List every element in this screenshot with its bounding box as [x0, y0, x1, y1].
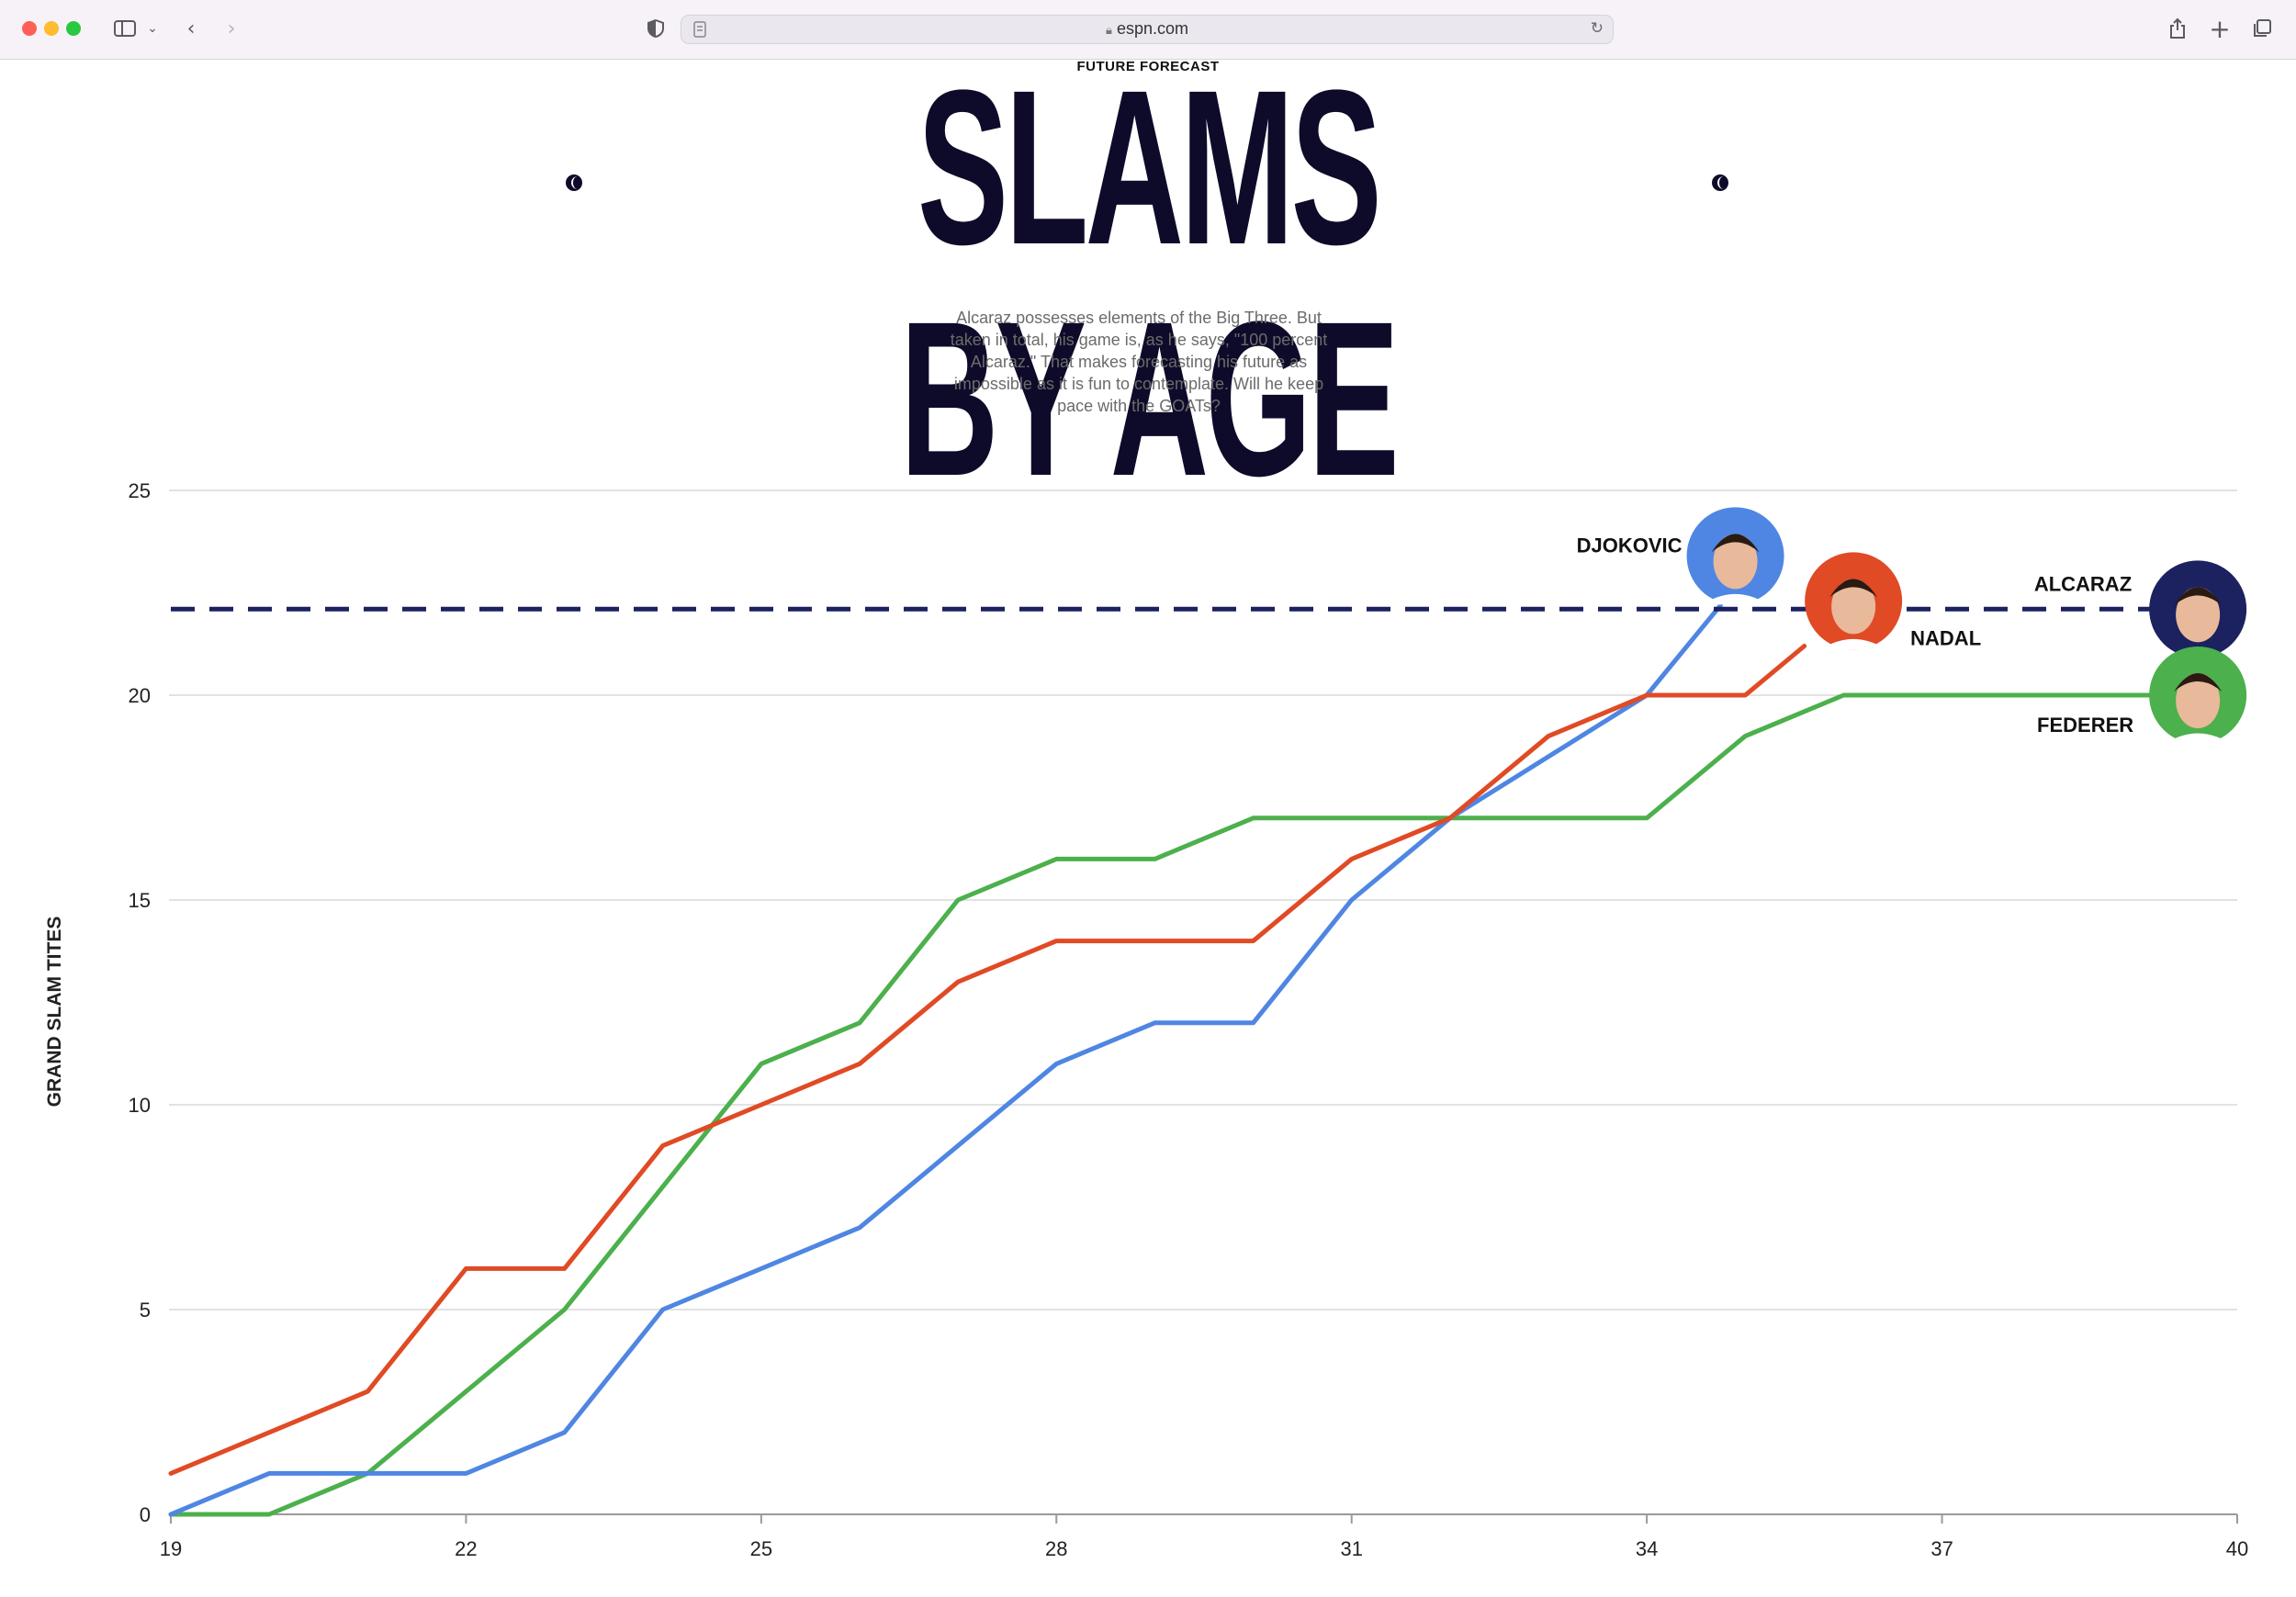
page-title: SLAMS BY AGE — [900, 44, 1400, 522]
intro-text: Alcaraz possesses elements of the Big Th… — [950, 309, 1328, 415]
y-tick-label: 5 — [140, 1299, 151, 1321]
sidebar-icon[interactable] — [108, 13, 141, 44]
hair-djokovic — [1711, 534, 1760, 553]
tennis-ball-icon — [1712, 174, 1728, 191]
y-tick-label: 25 — [129, 479, 151, 502]
reload-icon[interactable]: ↻ — [1590, 19, 1604, 38]
x-tick-label: 40 — [2226, 1537, 2248, 1560]
share-icon[interactable] — [2164, 13, 2191, 44]
lock-icon: 🔒︎ — [1106, 24, 1112, 38]
y-tick-label: 15 — [129, 889, 151, 912]
x-tick-label: 19 — [160, 1537, 182, 1560]
back-icon[interactable]: ‹ — [186, 17, 196, 40]
x-tick-label: 31 — [1340, 1537, 1362, 1560]
label-nadal: NADAL — [1910, 626, 1981, 649]
tennis-ball-icon — [566, 174, 582, 191]
label-alcaraz: ALCARAZ — [2034, 572, 2132, 595]
y-axis-label: GRAND SLAM TITES — [44, 917, 65, 1108]
hair-federer — [2174, 673, 2223, 692]
x-tick-label: 25 — [750, 1537, 772, 1560]
address-bar[interactable]: 🔒︎ espn.com ↻ — [681, 15, 1614, 44]
label-djokovic: DJOKOVIC — [1577, 534, 1683, 557]
x-tick-label: 22 — [455, 1537, 477, 1560]
x-tick-label: 37 — [1930, 1537, 1953, 1560]
shirt-federer — [2165, 733, 2232, 744]
face-alcaraz — [2176, 587, 2221, 643]
y-tick-label: 20 — [129, 684, 151, 707]
url-text: espn.com — [1116, 19, 1188, 38]
y-tick-label: 10 — [129, 1094, 151, 1117]
browser-toolbar: ⌄ ‹ › 🔒︎ espn.com ↻ + — [0, 0, 2296, 60]
minimize-window-button[interactable] — [44, 21, 59, 36]
zoom-window-button[interactable] — [66, 21, 81, 36]
shirt-nadal — [1820, 638, 1887, 650]
chevron-down-icon[interactable]: ⌄ — [147, 21, 158, 36]
shield-icon[interactable] — [643, 13, 669, 44]
label-federer: FEDERER — [2037, 714, 2133, 737]
page-icon — [692, 21, 707, 42]
forward-icon[interactable]: › — [227, 17, 236, 40]
face-nadal — [1831, 579, 1876, 635]
tab-overview-icon[interactable] — [2248, 13, 2276, 44]
series-line-federer — [168, 692, 2200, 1517]
face-djokovic — [1713, 534, 1758, 590]
face-federer — [2176, 673, 2221, 728]
x-tick-label: 34 — [1636, 1537, 1658, 1560]
series-line-nadal — [168, 644, 1807, 1476]
new-tab-icon[interactable]: + — [2209, 13, 2231, 44]
hair-alcaraz — [2174, 587, 2223, 606]
kicker: FUTURE FORECAST — [1076, 59, 1220, 74]
hair-nadal — [1829, 579, 1878, 598]
y-tick-label: 0 — [140, 1503, 151, 1526]
series-line-djokovic — [168, 602, 1723, 1517]
x-tick-label: 28 — [1045, 1537, 1067, 1560]
shirt-djokovic — [1702, 593, 1769, 605]
close-window-button[interactable] — [22, 21, 37, 36]
